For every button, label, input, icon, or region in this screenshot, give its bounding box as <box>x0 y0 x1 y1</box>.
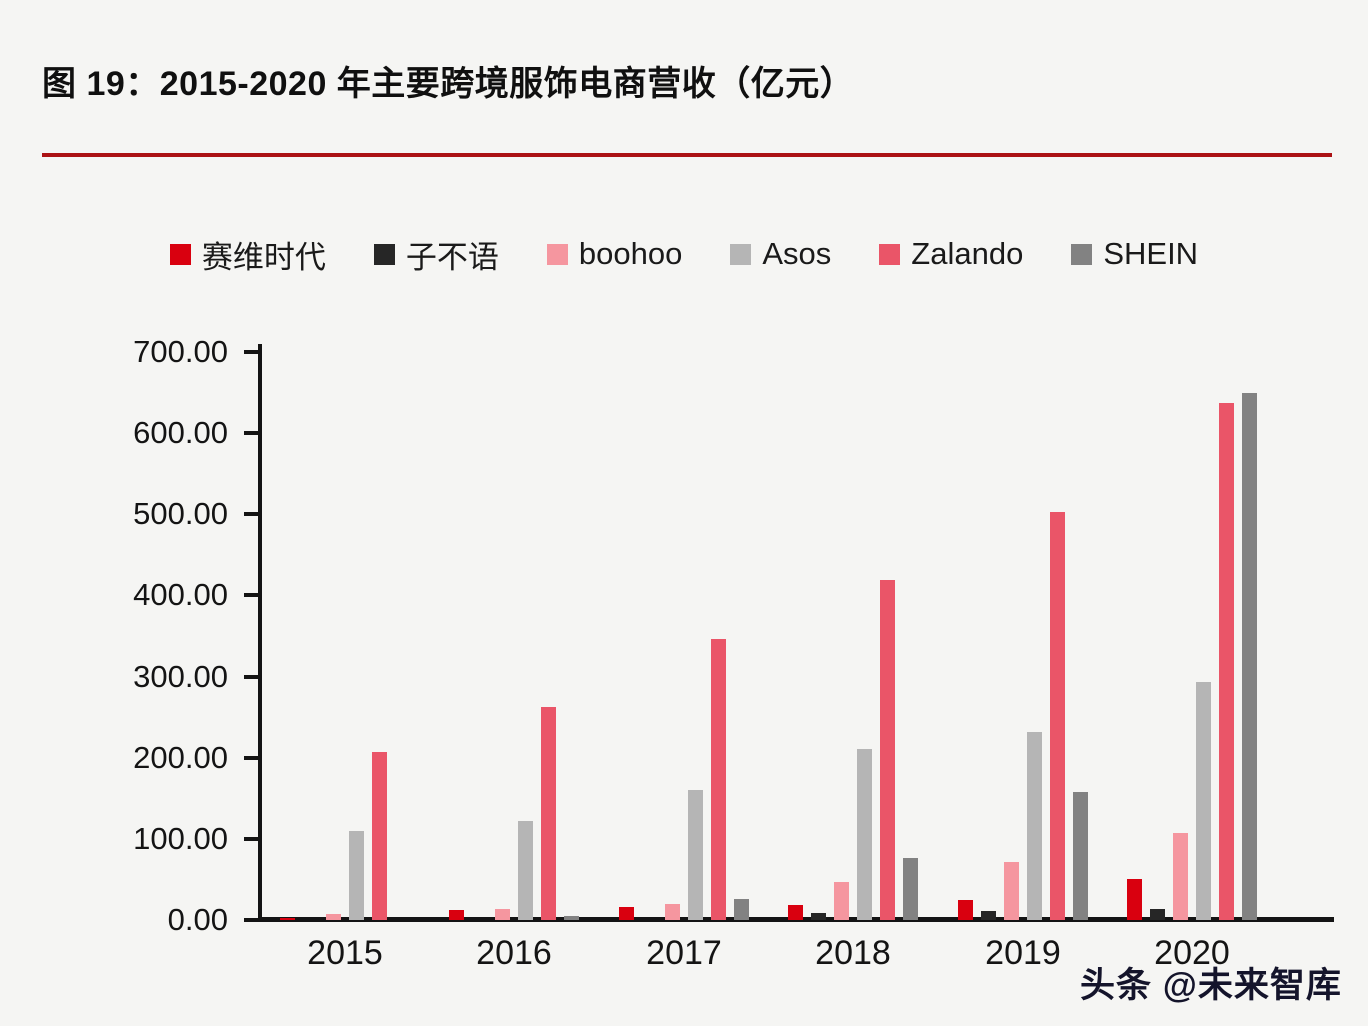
y-axis-tick-label: 0.00 <box>167 902 228 937</box>
y-axis-tick <box>244 350 262 354</box>
bar <box>349 831 364 920</box>
bar <box>1127 879 1142 920</box>
legend-swatch-icon <box>169 243 191 265</box>
x-axis-tick-label: 2020 <box>1154 934 1230 972</box>
bar <box>326 914 341 920</box>
y-axis-tick <box>244 836 262 841</box>
legend-label: boohoo <box>578 236 683 271</box>
bar <box>711 639 726 920</box>
bar <box>811 913 826 920</box>
bar <box>495 909 510 920</box>
legend-item: 赛维时代 <box>169 232 326 277</box>
legend-item: 子不语 <box>373 232 499 277</box>
bar <box>1027 732 1042 920</box>
bar <box>518 821 533 920</box>
bar <box>1242 393 1257 920</box>
bar <box>1004 862 1019 920</box>
bar <box>1219 403 1234 920</box>
legend-swatch-icon <box>1071 243 1093 265</box>
y-axis-tick-label: 300.00 <box>133 658 228 694</box>
y-axis-tick <box>244 593 262 598</box>
watermark-text: 头条 @未来智库 <box>1080 966 1342 1005</box>
bar <box>981 911 996 920</box>
bar <box>665 904 680 920</box>
bar <box>958 900 973 920</box>
legend-swatch-icon <box>546 243 568 265</box>
bar <box>1196 682 1211 920</box>
bar <box>857 749 872 920</box>
legend-item: boohoo <box>546 236 683 272</box>
bar <box>1050 512 1065 920</box>
x-axis-tick-label: 2019 <box>985 934 1061 972</box>
legend-item: SHEIN <box>1071 236 1198 272</box>
y-axis-tick-label: 700.00 <box>133 334 228 369</box>
y-axis-line <box>258 344 262 922</box>
chart-legend: 赛维时代 子不语 boohoo Asos Zalando SHEIN <box>60 224 1308 284</box>
x-axis-tick-label: 2015 <box>307 934 383 972</box>
y-axis-tick <box>244 755 262 760</box>
bar <box>541 707 556 920</box>
bar <box>280 918 295 920</box>
y-axis-tick-label: 200.00 <box>133 739 228 775</box>
x-axis-tick-label: 2016 <box>476 934 552 972</box>
legend-label: Zalando <box>911 236 1024 271</box>
y-axis-tick-label: 100.00 <box>133 820 228 856</box>
legend-label: Asos <box>762 236 832 271</box>
bar <box>688 790 703 920</box>
legend-label: 赛维时代 <box>201 239 326 275</box>
y-axis-tick-label: 500.00 <box>133 496 228 532</box>
legend-label: SHEIN <box>1103 236 1199 271</box>
bar <box>449 910 464 920</box>
y-axis-tick <box>244 674 262 679</box>
y-axis-tick <box>244 918 262 922</box>
legend-item: Asos <box>730 236 831 272</box>
y-axis-tick <box>244 512 262 517</box>
legend-swatch-icon <box>730 243 752 265</box>
bar <box>372 752 387 920</box>
y-axis-tick-label: 600.00 <box>133 415 228 451</box>
bar <box>619 907 634 920</box>
bar <box>1073 792 1088 920</box>
title-divider-rule <box>42 153 1332 157</box>
bar <box>1173 833 1188 920</box>
chart-title: 图 19：2015-2020 年主要跨境服饰电商营收（亿元） <box>42 65 855 103</box>
x-axis-tick-label: 2017 <box>646 934 722 972</box>
bar <box>1150 909 1165 920</box>
legend-item: Zalando <box>879 236 1023 272</box>
legend-swatch-icon <box>373 243 395 265</box>
y-axis-tick-label: 400.00 <box>133 577 228 613</box>
bar <box>880 580 895 920</box>
legend-swatch-icon <box>879 243 901 265</box>
x-axis-tick-label: 2018 <box>815 934 891 972</box>
legend-label: 子不语 <box>405 239 499 275</box>
bar <box>903 858 918 920</box>
bar <box>734 899 749 920</box>
bar <box>788 905 803 920</box>
bar <box>834 882 849 920</box>
bar <box>564 916 579 920</box>
y-axis-tick <box>244 431 262 436</box>
